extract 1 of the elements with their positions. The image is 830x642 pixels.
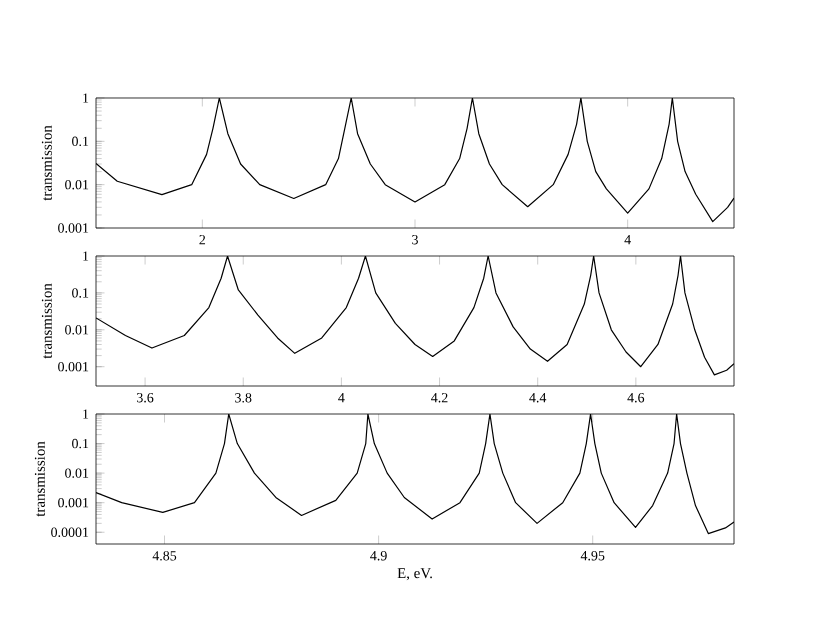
line-series bbox=[96, 97, 734, 223]
